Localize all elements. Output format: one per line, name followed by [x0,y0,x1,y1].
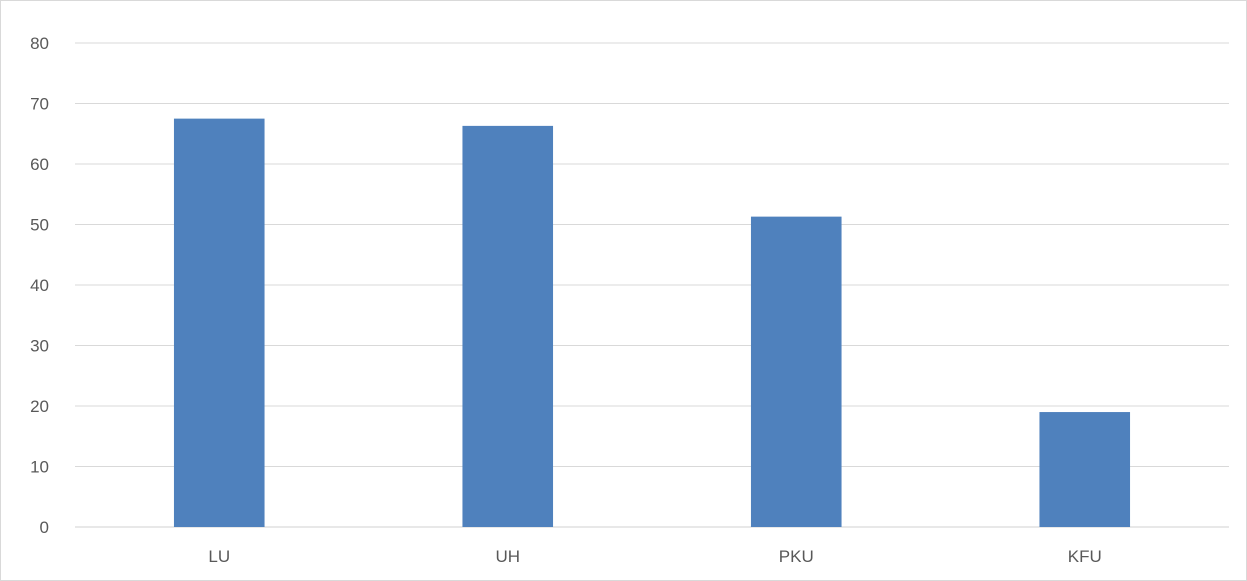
y-tick-label: 80 [30,34,49,53]
x-category-label: KFU [1068,547,1102,566]
x-category-label: PKU [779,547,814,566]
bars [173,118,1131,527]
bar-pku [750,216,842,527]
y-tick-label: 10 [30,458,49,477]
y-tick-label: 60 [30,155,49,174]
y-tick-label: 0 [40,518,49,537]
y-tick-label: 30 [30,337,49,356]
y-axis-ticks: 0 10 20 30 40 50 60 70 80 [30,34,49,537]
y-tick-label: 20 [30,397,49,416]
y-tick-label: 70 [30,95,49,114]
bar-kfu [1039,412,1131,527]
bar-lu [173,118,265,527]
y-tick-label: 50 [30,216,49,235]
x-axis-categories: LU UH PKU KFU [208,547,1101,566]
y-tick-label: 40 [30,276,49,295]
bar-uh [462,125,554,527]
gridlines [75,42,1229,528]
x-category-label: UH [495,547,520,566]
x-category-label: LU [208,547,230,566]
